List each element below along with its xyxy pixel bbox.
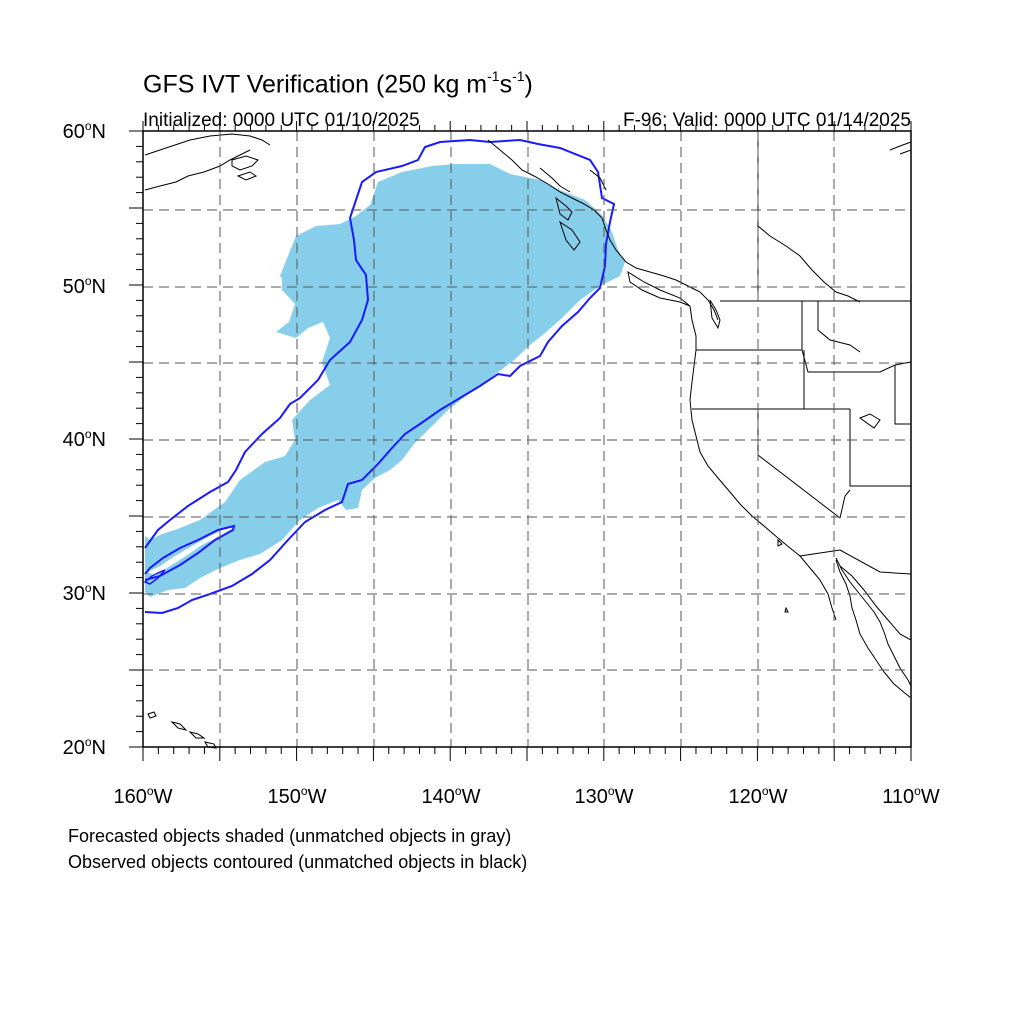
lat-label-40: 40oN xyxy=(62,427,106,451)
caption-forecast: Forecasted objects shaded (unmatched obj… xyxy=(68,826,512,846)
valid-time: F-96: Valid: 0000 UTC 01/14/2025 xyxy=(623,110,911,131)
title-text: GFS IVT Verification (250 kg m xyxy=(143,70,488,99)
forecast-object xyxy=(145,164,625,597)
lon-label-140: 140oW xyxy=(421,784,481,808)
title-suffix: ) xyxy=(524,70,533,99)
lat-label-50: 50oN xyxy=(62,274,106,298)
title-unit-s: s xyxy=(499,70,513,99)
lon-label-110: 110oW xyxy=(882,784,940,808)
lat-label-20: 20oN xyxy=(62,735,106,759)
map-title: GFS IVT Verification (250 kg m-1s-1) xyxy=(143,68,533,99)
observed-object-small xyxy=(143,569,166,585)
lat-label-60: 60oN xyxy=(62,119,106,143)
lon-label-160: 160oW xyxy=(113,784,173,808)
graticule xyxy=(143,131,911,747)
observed-object-inner xyxy=(144,524,236,581)
lat-label-30: 30oN xyxy=(62,581,106,605)
title-exponent-2: -1 xyxy=(512,68,525,84)
lon-label-120: 120oW xyxy=(728,784,788,808)
observed-object-outer xyxy=(144,138,616,615)
state-borders xyxy=(692,130,912,575)
caption-observed: Observed objects contoured (unmatched ob… xyxy=(68,852,528,872)
title-exponent-1: -1 xyxy=(487,68,500,84)
lon-label-150: 150oW xyxy=(267,784,327,808)
initialized-time: Initialized: 0000 UTC 01/10/2025 xyxy=(143,110,420,131)
axis-ticks xyxy=(129,121,912,761)
lon-label-130: 130oW xyxy=(574,784,634,808)
